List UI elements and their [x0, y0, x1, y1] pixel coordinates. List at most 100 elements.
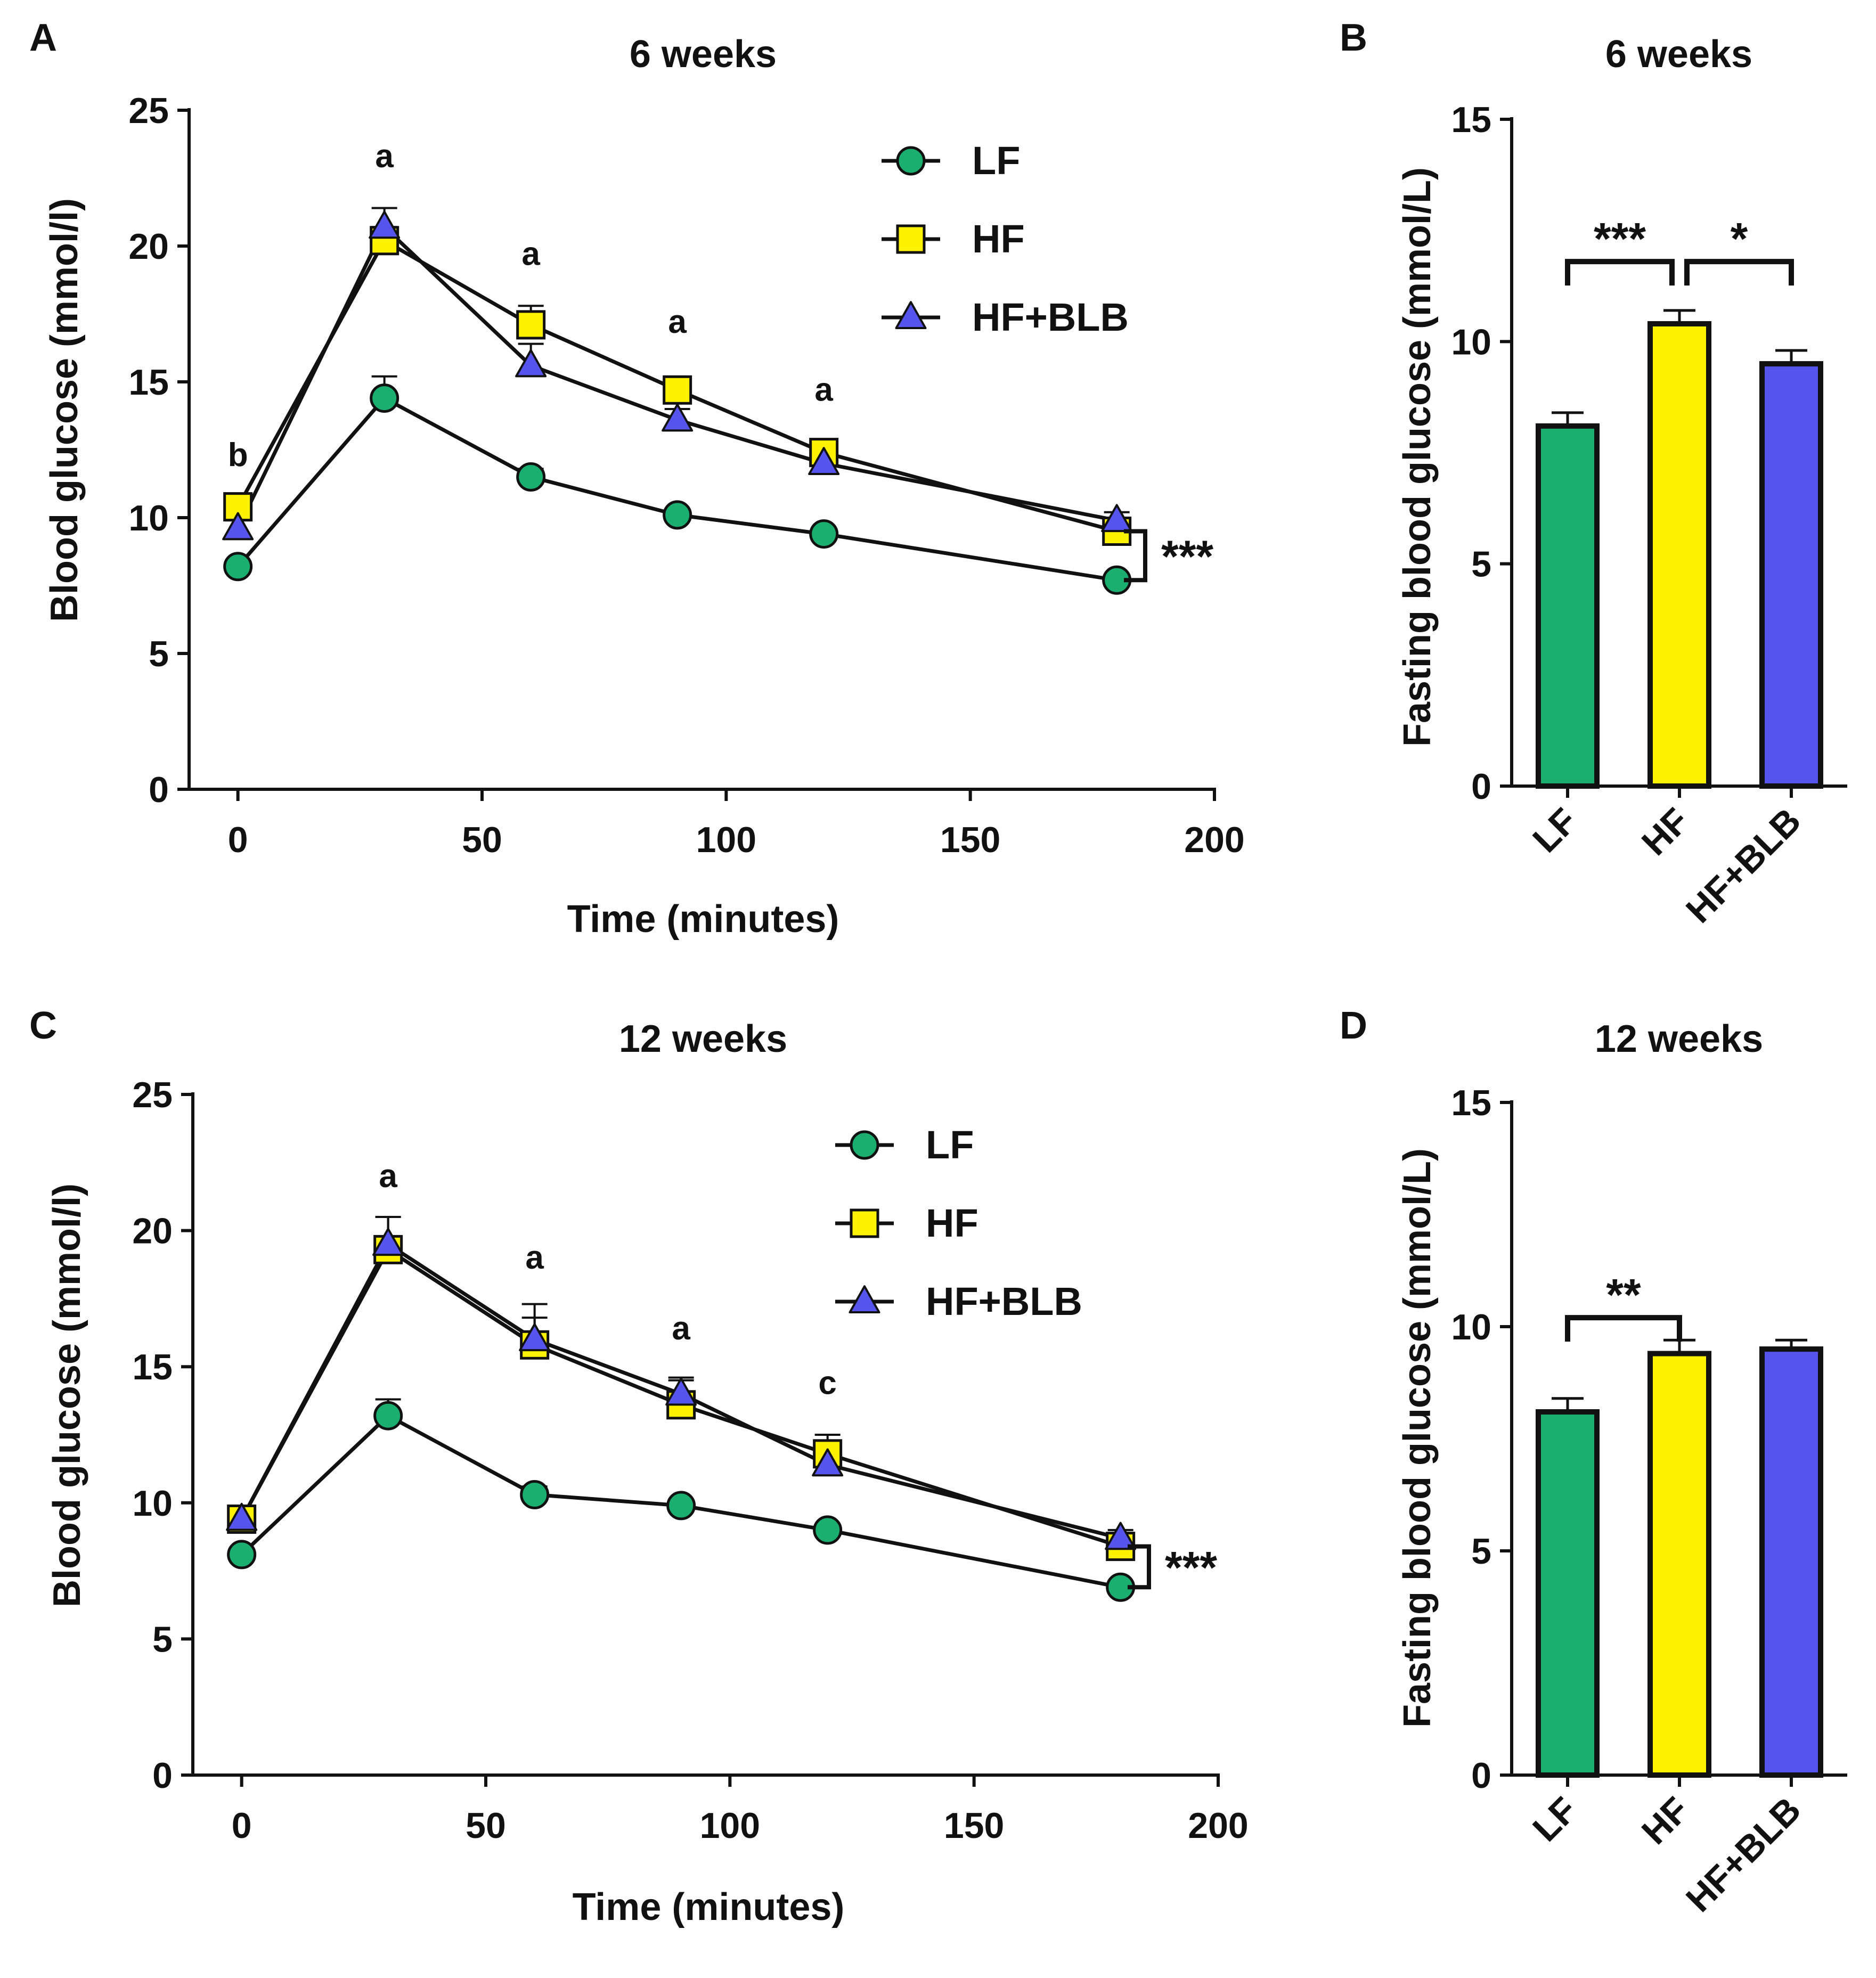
panel-b-y-tick-label-0: 0	[1471, 766, 1491, 807]
panel-d-y-tick-label-10: 10	[1451, 1307, 1491, 1347]
panel-c-annotation-c-120: c	[818, 1364, 836, 1401]
panel-a-plot-area: 0 5 10 15 20 25 0 50 100 150 200 b a a a a *** LF HF HF+BLB	[128, 91, 1244, 860]
panel-a-point-hf-blb-180	[1101, 504, 1133, 533]
panel-b-bar-hf-blb	[1759, 361, 1823, 789]
panel-a-point-hf-60	[516, 310, 546, 340]
panel-a-y-tick-label-5: 5	[149, 634, 169, 674]
panel-d-bar-hf	[1647, 1351, 1711, 1778]
panel-a-x-tick-label-0: 0	[228, 820, 248, 860]
panel-c-legend-label-hf-blb: HF+BLB	[926, 1279, 1082, 1323]
panel-d-significance-bracket-0	[1565, 1315, 1682, 1342]
panel-a-point-lf-60	[516, 462, 546, 492]
panel-a-x-tick-label-50: 50	[462, 820, 502, 860]
panel-c-12-weeks-glucose-curve: C 12 weeks Time (minutes) Blood glucose …	[29, 1004, 1249, 1928]
panel-a-x-tick-label-200: 200	[1184, 820, 1244, 860]
panel-c-title: 12 weeks	[619, 1018, 787, 1060]
panel-c-x-tick-label-200: 200	[1188, 1805, 1248, 1846]
panel-a-x-axis-label: Time (minutes)	[567, 898, 839, 941]
panel-a-point-hf-blb-60	[515, 349, 547, 378]
panel-d-y-tick-label-15: 15	[1451, 1083, 1491, 1123]
panel-a-y-tick-label-25: 25	[128, 91, 169, 131]
panel-a-title: 6 weeks	[630, 33, 777, 76]
panel-a-significance-label: ***	[1161, 531, 1213, 581]
panel-a-y-tick-label-10: 10	[128, 498, 169, 538]
panel-a-significance-bracket	[1124, 529, 1147, 583]
panel-a-6-weeks-glucose-curve: A 6 weeks Time (minutes) Blood glucose (…	[29, 17, 1245, 941]
panel-b-title: 6 weeks	[1605, 33, 1752, 76]
panel-a-legend-label-lf: LF	[972, 138, 1020, 183]
panel-c-significance-label: ***	[1165, 1542, 1217, 1592]
panel-c-point-hf-blb-60	[519, 1323, 551, 1352]
panel-c-x-tick-label-100: 100	[700, 1805, 760, 1846]
panel-c-annotation-a-60: a	[525, 1239, 544, 1276]
panel-c-y-tick-label-5: 5	[152, 1619, 173, 1660]
panel-a-point-hf-blb-90	[662, 403, 694, 432]
panel-c-point-lf-60	[520, 1480, 550, 1509]
panel-a-series-line-hf	[236, 239, 1118, 533]
panel-b-bar-hf	[1647, 321, 1711, 789]
panel-c-x-axis-label: Time (minutes)	[573, 1886, 845, 1928]
panel-c-series-line-lf	[240, 1413, 1121, 1589]
panel-c-point-hf-blb-120	[812, 1448, 844, 1477]
panel-b-significance-label-0: ***	[1594, 214, 1646, 264]
panel-c-point-lf-30	[373, 1401, 403, 1431]
panel-b-y-tick-label-15: 15	[1451, 100, 1491, 140]
panel-c-y-tick-label-10: 10	[132, 1483, 173, 1524]
panel-a-point-hf-blb-0	[222, 512, 254, 541]
panel-a-legend-label-hf-blb: HF+BLB	[972, 295, 1129, 339]
panel-c-point-lf-120	[813, 1515, 843, 1545]
panel-d-significance-label-0: **	[1606, 1270, 1641, 1320]
panel-a-point-lf-0	[223, 552, 253, 582]
panel-d-bar-hf-blb	[1759, 1346, 1823, 1778]
panel-c-plot-area: 0 5 10 15 20 25 0 50 100 150 200 a a a c *** LF HF HF+BLB	[132, 1075, 1248, 1846]
panel-c-y-tick-label-15: 15	[132, 1347, 173, 1387]
panel-b-significance-bracket-0	[1565, 259, 1675, 286]
panel-c-point-lf-90	[666, 1491, 696, 1521]
panel-d-y-axis-label: Fasting blood glucose (mmol/L)	[1396, 1148, 1439, 1728]
panel-label-d: D	[1340, 1004, 1367, 1047]
panel-c-x-tick-label-0: 0	[232, 1805, 252, 1846]
panel-a-legend-marker-lf	[896, 146, 926, 176]
panel-b-y-tick-label-10: 10	[1451, 322, 1491, 362]
panel-d-y-tick-label-0: 0	[1471, 1755, 1491, 1796]
panel-a-y-tick-label-0: 0	[149, 770, 169, 810]
panel-c-annotation-a-30: a	[379, 1158, 397, 1195]
panel-b-significance-label-1: *	[1731, 214, 1748, 264]
panel-a-x-tick-label-100: 100	[696, 820, 756, 860]
panel-a-point-lf-30	[370, 383, 399, 413]
panel-a-legend-label-hf: HF	[972, 217, 1025, 261]
panel-a-point-hf-blb-120	[808, 447, 840, 475]
panel-a-series-line-lf	[236, 396, 1118, 582]
panel-a-point-lf-120	[809, 519, 839, 549]
panel-c-point-lf-0	[227, 1540, 257, 1570]
panel-label-b: B	[1340, 17, 1367, 59]
panel-a-point-hf-blb-30	[369, 210, 401, 239]
panel-a-series-line-hf-blb	[236, 225, 1118, 529]
panel-c-point-hf-blb-30	[372, 1228, 404, 1256]
panel-c-y-tick-label-20: 20	[132, 1211, 173, 1252]
panel-c-series-line-hf	[240, 1247, 1121, 1548]
panel-a-annotation-a-60: a	[521, 236, 540, 273]
panel-a-annotation-b-0: b	[228, 437, 248, 473]
panel-c-legend-marker-lf	[850, 1130, 879, 1160]
panel-c-significance-bracket	[1128, 1544, 1151, 1590]
panel-a-annotation-a-30: a	[375, 138, 394, 175]
panel-b-y-tick-label-5: 5	[1471, 544, 1491, 585]
panel-c-annotation-a-90: a	[672, 1310, 690, 1347]
panel-a-legend-marker-hf	[896, 224, 926, 254]
panel-c-y-tick-label-0: 0	[152, 1755, 173, 1796]
panel-b-y-axis-label: Fasting blood glucose (mmol/L)	[1396, 167, 1439, 747]
panel-a-legend-marker-hf-blb	[895, 301, 927, 329]
panel-a-annotation-a-90: a	[668, 304, 687, 340]
panel-b-bar-lf	[1536, 423, 1600, 789]
panel-c-x-tick-label-150: 150	[944, 1805, 1004, 1846]
panel-d-bar-lf	[1536, 1409, 1600, 1778]
panel-c-x-tick-label-50: 50	[466, 1805, 506, 1846]
panel-d-12-weeks-fasting-glucose: D 12 weeks Fasting blood glucose (mmol/L…	[1340, 1004, 1847, 1920]
panel-label-a: A	[29, 17, 57, 59]
panel-c-point-hf-blb-180	[1105, 1522, 1137, 1550]
panel-d-title: 12 weeks	[1595, 1018, 1763, 1060]
panel-a-point-hf-90	[663, 375, 692, 405]
panel-c-legend-marker-hf-blb	[849, 1285, 880, 1313]
